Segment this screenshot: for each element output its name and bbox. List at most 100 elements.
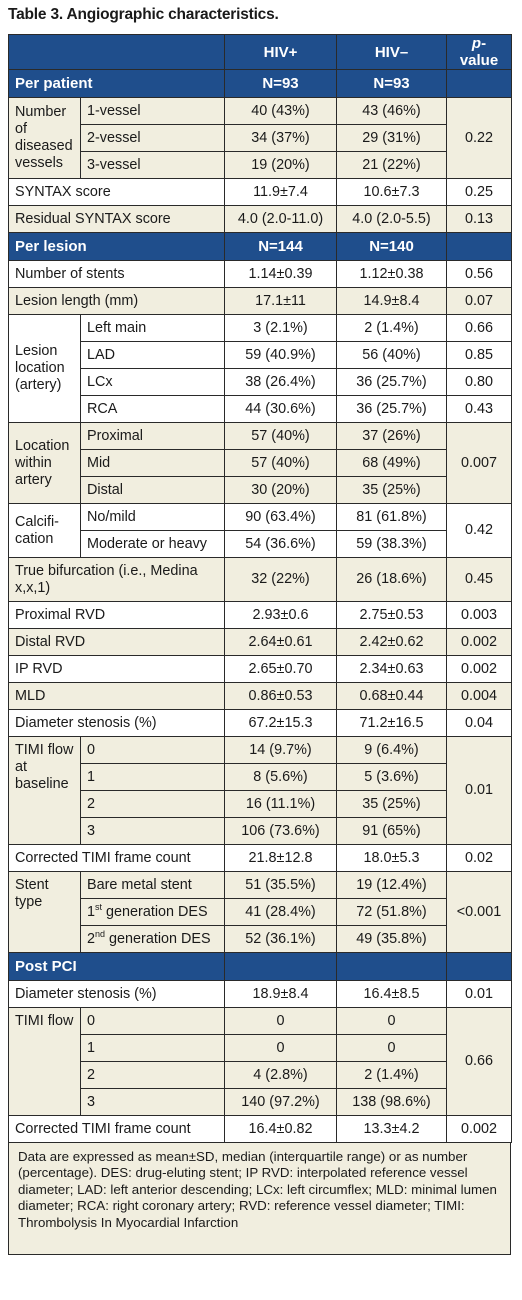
cell-hiv-neg: 4.0 (2.0-5.5) <box>336 205 447 233</box>
row-sublabel: Moderate or heavy <box>80 530 225 558</box>
row-sublabel: Left main <box>80 314 225 342</box>
table-row: IP RVD 2.65±0.70 2.34±0.63 0.002 <box>8 655 512 683</box>
cell-hiv-neg: 1.12±0.38 <box>336 260 447 288</box>
row-label: Stent type <box>8 871 81 953</box>
table-row: Mid 57 (40%) 68 (49%) <box>9 449 512 477</box>
row-sublabel: Bare metal stent <box>80 871 225 899</box>
section-title: Per patient <box>8 69 225 98</box>
row-label: TIMI flow at baseline <box>8 736 81 845</box>
cell-hiv-neg: 16.4±8.5 <box>336 980 447 1008</box>
header-p-value: p-value <box>446 34 512 70</box>
cell-hiv-pos: 59 (40.9%) <box>224 341 337 369</box>
row-sublabel: 1 <box>80 1034 225 1062</box>
row-label: Lesion location (artery) <box>8 314 81 423</box>
section-title: Post PCI <box>8 952 225 981</box>
row-sublabel: 1 <box>80 763 225 791</box>
header-hiv-neg: HIV– <box>336 34 447 70</box>
cell-p-value: 0.66 <box>446 314 512 342</box>
cell-hiv-neg: 13.3±4.2 <box>336 1115 447 1143</box>
header-p-italic: p <box>471 35 482 52</box>
row-sublabel: 2nd generation DES <box>80 925 225 953</box>
cell-hiv-neg: 68 (49%) <box>336 449 447 477</box>
cell-hiv-neg: 59 (38.3%) <box>336 530 447 558</box>
table-row: Corrected TIMI frame count 21.8±12.8 18.… <box>8 844 512 872</box>
table-row: Lesion length (mm) 17.1±11 14.9±8.4 0.07 <box>8 287 512 315</box>
cell-hiv-neg: 10.6±7.3 <box>336 178 447 206</box>
row-sublabel: 0 <box>80 736 225 764</box>
cell-p-value: 0.002 <box>446 655 512 683</box>
cell-hiv-neg: 2.75±0.53 <box>336 601 447 629</box>
cell-hiv-neg: 26 (18.6%) <box>336 557 447 602</box>
table-row: 3 140 (97.2%) 138 (98.6%) <box>9 1088 512 1116</box>
cell-hiv-pos: 21.8±12.8 <box>224 844 337 872</box>
cell-p-value: <0.001 <box>446 871 512 953</box>
row-label: Corrected TIMI frame count <box>8 1115 225 1143</box>
table-row: Corrected TIMI frame count 16.4±0.82 13.… <box>8 1115 512 1143</box>
cell-p-value: 0.56 <box>446 260 512 288</box>
table-row: Diameter stenosis (%) 18.9±8.4 16.4±8.5 … <box>8 980 512 1008</box>
cell-hiv-neg: 72 (51.8%) <box>336 898 447 926</box>
cell-hiv-neg: 56 (40%) <box>336 341 447 369</box>
ordinal-suffix: nd <box>95 928 106 939</box>
row-label: Proximal RVD <box>8 601 225 629</box>
cell-hiv-neg: 91 (65%) <box>336 817 447 845</box>
cell-hiv-pos: 16.4±0.82 <box>224 1115 337 1143</box>
cell-hiv-neg: 36 (25.7%) <box>336 395 447 423</box>
section-blank <box>446 232 512 261</box>
table-row: TIMI flow at baseline 0 14 (9.7%) 9 (6.4… <box>8 736 512 845</box>
row-label: Lesion length (mm) <box>8 287 225 315</box>
cell-hiv-pos: 2.65±0.70 <box>224 655 337 683</box>
cell-hiv-neg: 37 (26%) <box>336 422 447 450</box>
cell-hiv-pos: 2.64±0.61 <box>224 628 337 656</box>
table-row: Stent type Bare metal stent 51 (35.5%) 1… <box>8 871 512 953</box>
cell-p-value: 0.80 <box>446 368 512 396</box>
ordinal-suffix: st <box>95 901 103 912</box>
row-sublabel: LCx <box>80 368 225 396</box>
row-sublabel: Mid <box>80 449 225 477</box>
cell-hiv-pos: 11.9±7.4 <box>224 178 337 206</box>
row-sublabel: 3 <box>80 1088 225 1116</box>
cell-hiv-neg: 21 (22%) <box>336 151 447 179</box>
cell-hiv-pos: 57 (40%) <box>224 422 337 450</box>
cell-hiv-neg: 0 <box>336 1007 447 1035</box>
table-row: Diameter stenosis (%) 67.2±15.3 71.2±16.… <box>8 709 512 737</box>
row-label: Calcifi-cation <box>8 503 81 558</box>
cell-hiv-neg: 18.0±5.3 <box>336 844 447 872</box>
cell-hiv-neg: 36 (25.7%) <box>336 368 447 396</box>
row-sublabel: 2-vessel <box>80 124 225 152</box>
table-row: Proximal RVD 2.93±0.6 2.75±0.53 0.003 <box>8 601 512 629</box>
cell-hiv-neg: 2.34±0.63 <box>336 655 447 683</box>
row-label: Diameter stenosis (%) <box>8 709 225 737</box>
table-footnote: Data are expressed as mean±SD, median (i… <box>8 1143 511 1255</box>
ordinal-number: 2 <box>87 930 96 947</box>
cell-hiv-pos: 44 (30.6%) <box>224 395 337 423</box>
section-n-neg: N=140 <box>336 232 447 261</box>
table-row: Calcifi-cation No/mild 90 (63.4%) 81 (61… <box>8 503 512 558</box>
cell-hiv-neg: 81 (61.8%) <box>336 503 447 531</box>
cell-hiv-neg: 0 <box>336 1034 447 1062</box>
cell-p-value: 0.13 <box>446 205 512 233</box>
cell-hiv-pos: 67.2±15.3 <box>224 709 337 737</box>
section-n-neg: N=93 <box>336 69 447 98</box>
table-row: 1st generation DES 41 (28.4%) 72 (51.8%) <box>9 898 512 926</box>
row-label: SYNTAX score <box>8 178 225 206</box>
cell-p-value: 0.004 <box>446 682 512 710</box>
table-row: LAD 59 (40.9%) 56 (40%) 0.85 <box>9 341 512 369</box>
table-row: 2nd generation DES 52 (36.1%) 49 (35.8%) <box>9 925 512 953</box>
section-blank <box>446 69 512 98</box>
cell-p-value: 0.43 <box>446 395 512 423</box>
section-row-post-pci: Post PCI <box>8 952 512 981</box>
table-row: 1 8 (5.6%) 5 (3.6%) <box>9 763 512 791</box>
table-row: 2 4 (2.8%) 2 (1.4%) <box>9 1061 512 1089</box>
table-row: LCx 38 (26.4%) 36 (25.7%) 0.80 <box>9 368 512 396</box>
cell-hiv-pos: 14 (9.7%) <box>224 736 337 764</box>
table-row: Location within artery Proximal 57 (40%)… <box>8 422 512 504</box>
table-row: 2 16 (11.1%) 35 (25%) <box>9 790 512 818</box>
header-p-rest: -value <box>459 35 499 69</box>
cell-hiv-pos: 34 (37%) <box>224 124 337 152</box>
cell-hiv-pos: 0 <box>224 1034 337 1062</box>
table-row: Distal 30 (20%) 35 (25%) <box>9 476 512 504</box>
row-label: IP RVD <box>8 655 225 683</box>
cell-p-value: 0.85 <box>446 341 512 369</box>
row-label: Number of diseased vessels <box>8 97 81 179</box>
